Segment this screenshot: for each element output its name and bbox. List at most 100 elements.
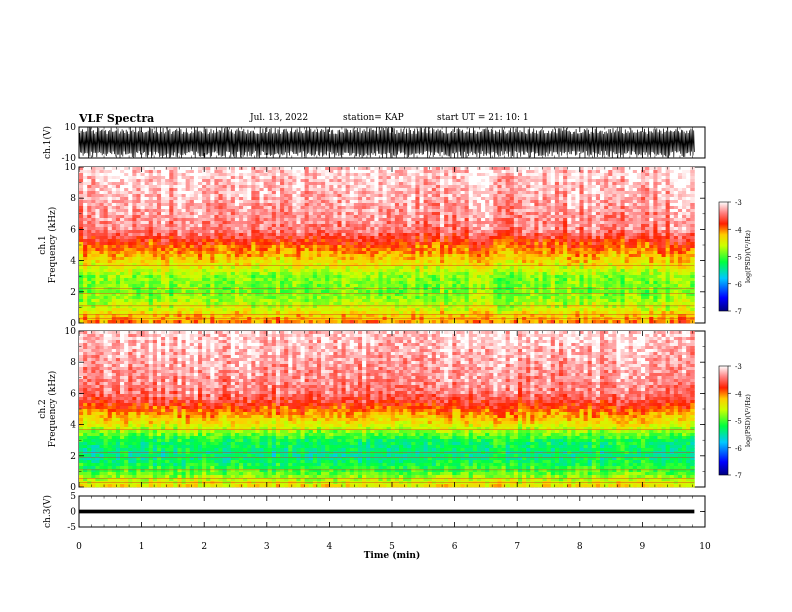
spectrogram-cell	[468, 227, 474, 231]
spectrogram-cell	[91, 191, 96, 195]
spectrogram-cell	[550, 239, 556, 243]
spectrogram-cell	[501, 248, 507, 252]
spectrogram-cell	[362, 224, 367, 228]
spectrogram-cell	[259, 239, 265, 243]
spectrogram-cell	[620, 236, 626, 240]
spectrogram-cell	[296, 251, 301, 255]
spectrogram-cell	[308, 263, 314, 267]
spectrogram-cell	[542, 173, 548, 177]
spectrogram-cell	[341, 215, 347, 219]
spectrogram-cell	[288, 167, 293, 171]
spectrogram-cell	[87, 173, 92, 177]
spectrogram-cell	[374, 203, 379, 207]
spectrogram-cell	[579, 209, 584, 213]
spectrogram-cell	[103, 206, 109, 210]
spectrogram-cell	[255, 212, 260, 216]
spectrogram-cell	[333, 257, 338, 261]
spectrogram-cell	[349, 248, 355, 252]
spectrogram-cell	[308, 257, 314, 261]
spectrogram-cell	[132, 263, 137, 267]
spectrogram-cell	[645, 260, 650, 264]
spectrogram-cell	[554, 212, 560, 216]
spectrogram-cell	[686, 200, 691, 204]
spectrogram-cell	[517, 206, 523, 210]
spectrogram-cell	[673, 245, 679, 249]
spectrogram-cell	[612, 212, 617, 216]
spectrogram-cell	[206, 182, 211, 186]
spectrogram-cell	[271, 251, 277, 255]
spectrogram-cell	[222, 260, 228, 264]
spectrogram-cell	[202, 179, 207, 183]
spectrogram-cell	[374, 263, 379, 267]
spectrogram-cell	[329, 185, 334, 189]
spectrogram-cell	[427, 203, 433, 207]
spectrogram-cell	[575, 260, 580, 264]
spectrogram-cell	[128, 170, 133, 174]
spectrogram-cell	[411, 263, 416, 267]
spectrogram-cell	[251, 200, 256, 204]
spectrogram-cell	[517, 176, 523, 180]
spectrogram-cell	[353, 242, 359, 246]
spectrogram-cell	[271, 194, 277, 198]
spectrogram-cell	[87, 206, 92, 210]
spectrogram-cell	[288, 191, 293, 195]
spectrogram-cell	[275, 188, 281, 192]
spectrogram-cell	[136, 215, 141, 219]
spectrogram-cell	[103, 188, 109, 192]
spectrogram-cell	[419, 194, 424, 198]
spectrogram-cell	[247, 248, 252, 252]
spectrogram-cell	[587, 176, 593, 180]
spectrogram-cell	[156, 170, 162, 174]
spectrogram-cell	[197, 266, 203, 270]
spectrogram-cell	[645, 248, 650, 252]
spectrogram-cell	[79, 170, 84, 174]
spectrogram-cell	[509, 197, 515, 201]
spectrogram-cell	[87, 263, 92, 267]
spectrogram-cell	[115, 212, 121, 216]
spectrogram-cell	[271, 245, 277, 249]
spectrogram-cell	[620, 218, 626, 222]
spectrogram-cell	[641, 260, 646, 264]
spectrogram-cell	[136, 248, 141, 252]
spectrogram-cell	[628, 251, 634, 255]
spectrogram-cell	[550, 179, 556, 183]
spectrogram-cell	[316, 239, 322, 243]
spectrogram-cell	[522, 188, 527, 192]
spectrogram-cell	[115, 260, 121, 264]
spectrogram-cell	[79, 194, 84, 198]
spectrogram-cell	[686, 230, 691, 234]
spectrogram-cell	[550, 251, 556, 255]
spectrogram-cell	[304, 254, 310, 258]
spectrogram-cell	[95, 197, 100, 201]
spectrogram-cell	[526, 200, 531, 204]
spectrogram-cell	[329, 188, 334, 192]
spectrogram-cell	[218, 203, 223, 207]
spectrogram-cell	[460, 179, 466, 183]
spectrogram-cell	[292, 251, 297, 255]
spectrogram-cell	[99, 245, 105, 249]
spectrogram-cell	[419, 167, 424, 171]
spectrogram-cell	[485, 242, 490, 246]
spectrogram-cell	[649, 245, 654, 249]
spectrogram-cell	[386, 257, 392, 261]
spectrogram-cell	[341, 218, 347, 222]
spectrogram-cell	[509, 218, 515, 222]
spectrogram-cell	[243, 254, 248, 258]
spectrogram-cell	[550, 173, 556, 177]
spectrogram-cell	[612, 257, 617, 261]
spectrogram-cell	[673, 218, 679, 222]
spectrogram-cell	[230, 185, 236, 189]
spectrogram-cell	[435, 173, 441, 177]
spectrogram-cell	[542, 233, 548, 237]
spectrogram-cell	[682, 236, 687, 240]
spectrogram-cell	[345, 170, 351, 174]
spectrogram-cell	[197, 218, 203, 222]
spectrogram-cell	[403, 245, 408, 249]
spectrogram-cell	[641, 176, 646, 180]
spectrogram-cell	[177, 227, 182, 231]
spectrogram-cell	[407, 221, 412, 225]
spectrogram-cell	[538, 185, 543, 189]
spectrogram-cell	[169, 263, 174, 267]
spectrogram-cell	[444, 263, 449, 267]
spectrogram-cell	[181, 254, 187, 258]
